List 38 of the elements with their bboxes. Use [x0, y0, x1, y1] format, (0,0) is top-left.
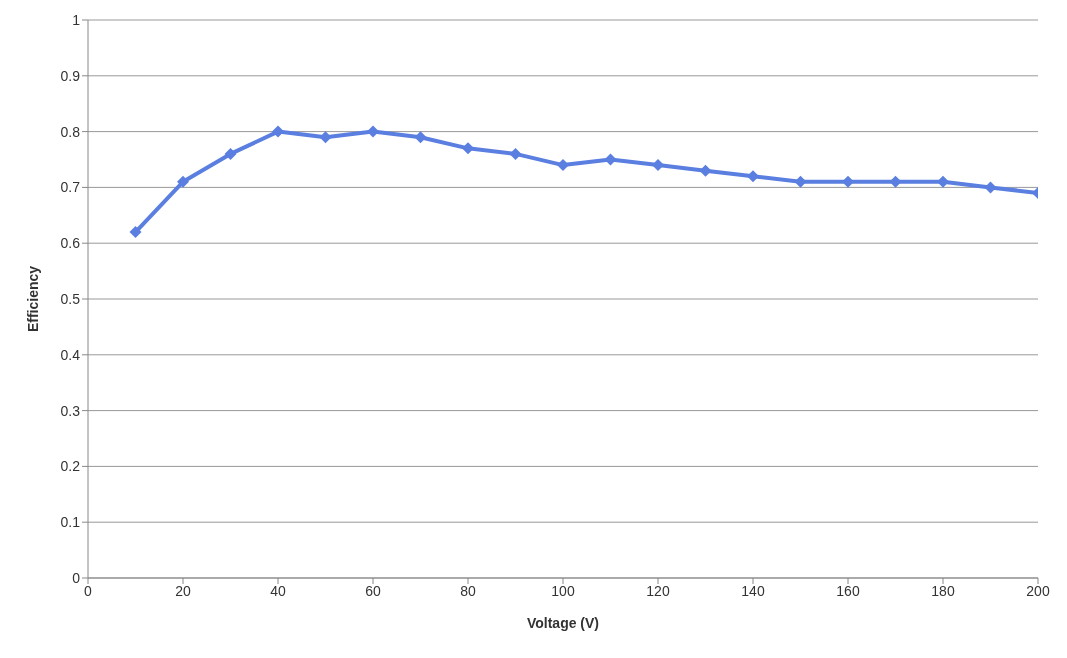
y-tick-label: 1 [72, 11, 81, 28]
y-tick-label: 0.5 [60, 290, 81, 307]
x-tick-label: 100 [551, 582, 575, 599]
point [224, 147, 237, 160]
point [177, 175, 189, 188]
x-tick-label: 140 [741, 582, 765, 599]
point [557, 159, 569, 172]
x-tick-label: 60 [365, 582, 381, 599]
y-tick-label: 0.6 [60, 235, 81, 252]
x-tick-label: 180 [931, 582, 955, 599]
point [842, 175, 854, 188]
y-tick-label: 0.9 [60, 67, 81, 84]
y-tick-label: 0.8 [60, 123, 81, 140]
point [272, 125, 284, 138]
y-tick-label: 0.2 [60, 458, 81, 475]
x-tick-label: 40 [270, 582, 286, 599]
point [509, 147, 522, 160]
point [414, 131, 427, 144]
point [319, 131, 332, 144]
point [937, 175, 949, 188]
y-tick-label: 0.7 [60, 179, 81, 196]
x-tick-label: 160 [836, 582, 860, 599]
y-tick-label: 0 [72, 569, 81, 586]
y-tick-label: 0.3 [60, 402, 81, 419]
point [129, 226, 142, 239]
y-axis-title: Efficiency [24, 265, 41, 333]
point [652, 159, 664, 172]
x-tick-label: 0 [84, 582, 93, 599]
y-tick-label: 0.4 [60, 346, 81, 363]
x-tick-label: 120 [646, 582, 670, 599]
x-tick-label: 200 [1026, 582, 1050, 599]
x-tick-label: 80 [460, 582, 476, 599]
y-tick-label: 0.1 [60, 514, 81, 531]
x-axis-title: Voltage (V) [526, 615, 600, 631]
point [462, 142, 474, 155]
point [367, 125, 379, 138]
point [747, 170, 759, 183]
x-tick-label: 20 [175, 582, 191, 599]
